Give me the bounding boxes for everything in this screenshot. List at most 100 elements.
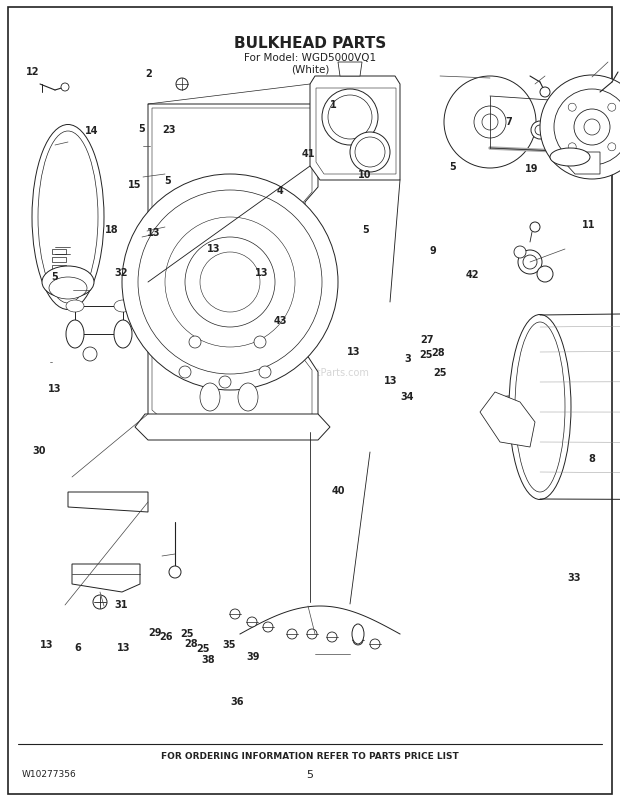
Text: 3: 3 (405, 354, 411, 363)
Text: 6: 6 (75, 642, 81, 652)
Text: 12: 12 (26, 67, 40, 77)
Text: 30: 30 (32, 446, 46, 456)
Bar (52, 257, 66, 263)
Text: 38: 38 (201, 654, 215, 664)
Polygon shape (135, 415, 330, 440)
Text: 25: 25 (433, 367, 447, 377)
Text: 36: 36 (230, 696, 244, 706)
Text: 26: 26 (159, 631, 173, 641)
Text: 28: 28 (431, 348, 445, 358)
Text: 18: 18 (105, 225, 118, 235)
Circle shape (474, 107, 506, 139)
Circle shape (518, 251, 542, 274)
Text: 5: 5 (138, 124, 144, 134)
Text: 2: 2 (146, 69, 152, 79)
Text: 5: 5 (306, 769, 314, 779)
Text: 43: 43 (273, 316, 287, 326)
Text: 5: 5 (51, 272, 58, 282)
Ellipse shape (66, 301, 84, 313)
Text: 32: 32 (114, 268, 128, 277)
Text: 35: 35 (223, 639, 236, 649)
Circle shape (165, 217, 295, 347)
Circle shape (328, 96, 372, 140)
Circle shape (584, 119, 600, 136)
Ellipse shape (49, 277, 87, 300)
Text: (White): (White) (291, 64, 329, 74)
Text: eReplacementParts.com: eReplacementParts.com (250, 367, 370, 378)
Text: 8: 8 (588, 454, 595, 464)
Ellipse shape (200, 383, 220, 411)
Text: 25: 25 (180, 629, 194, 638)
Circle shape (185, 237, 275, 327)
Text: 10: 10 (358, 170, 371, 180)
Polygon shape (148, 105, 318, 431)
Text: 34: 34 (400, 391, 414, 401)
Text: 5: 5 (363, 225, 369, 235)
Text: 19: 19 (525, 164, 539, 173)
Circle shape (568, 104, 576, 112)
Circle shape (350, 133, 390, 172)
Ellipse shape (535, 126, 545, 136)
Circle shape (189, 337, 201, 349)
Circle shape (138, 191, 322, 375)
Text: 28: 28 (184, 638, 198, 648)
Circle shape (355, 138, 385, 168)
Circle shape (219, 376, 231, 388)
Bar (75, 306, 123, 334)
Circle shape (263, 622, 273, 632)
Circle shape (537, 267, 553, 282)
Polygon shape (555, 153, 600, 175)
Text: 5: 5 (164, 176, 171, 185)
Circle shape (568, 144, 576, 152)
Circle shape (540, 76, 620, 180)
Text: 42: 42 (466, 269, 479, 279)
Circle shape (482, 115, 498, 131)
Circle shape (61, 84, 69, 92)
Text: 4: 4 (277, 186, 283, 196)
Circle shape (574, 110, 610, 146)
Circle shape (540, 88, 550, 98)
Circle shape (93, 595, 107, 610)
Text: FOR ORDERING INFORMATION REFER TO PARTS PRICE LIST: FOR ORDERING INFORMATION REFER TO PARTS … (161, 751, 459, 760)
Text: 13: 13 (207, 244, 221, 253)
Circle shape (176, 79, 188, 91)
Text: 13: 13 (48, 384, 61, 394)
Ellipse shape (531, 122, 549, 140)
Text: 41: 41 (302, 149, 316, 159)
Circle shape (554, 90, 620, 166)
Text: 14: 14 (85, 126, 99, 136)
Circle shape (307, 630, 317, 639)
Circle shape (523, 256, 537, 269)
Text: 25: 25 (419, 350, 433, 359)
Text: 33: 33 (567, 573, 581, 582)
Circle shape (247, 618, 257, 627)
Text: 13: 13 (147, 228, 161, 237)
Text: 39: 39 (246, 651, 260, 661)
Text: 9: 9 (430, 245, 436, 255)
Circle shape (322, 90, 378, 146)
Circle shape (230, 610, 240, 619)
Ellipse shape (238, 383, 258, 411)
Text: 13: 13 (117, 642, 131, 652)
Text: 13: 13 (384, 376, 397, 386)
Circle shape (254, 337, 266, 349)
Circle shape (259, 367, 271, 379)
Polygon shape (338, 63, 362, 77)
Polygon shape (68, 492, 148, 512)
Circle shape (122, 175, 338, 391)
Circle shape (370, 639, 380, 649)
Circle shape (327, 632, 337, 642)
Text: 13: 13 (40, 639, 53, 649)
Circle shape (200, 253, 260, 313)
Text: 13: 13 (347, 346, 360, 356)
Circle shape (514, 247, 526, 259)
Ellipse shape (114, 301, 132, 313)
Text: 27: 27 (420, 335, 433, 345)
Text: 7: 7 (505, 117, 511, 127)
Text: 11: 11 (582, 220, 596, 229)
Text: 15: 15 (128, 180, 142, 189)
Ellipse shape (515, 322, 565, 492)
Polygon shape (310, 77, 400, 180)
Ellipse shape (32, 125, 104, 310)
Text: 25: 25 (197, 643, 210, 653)
